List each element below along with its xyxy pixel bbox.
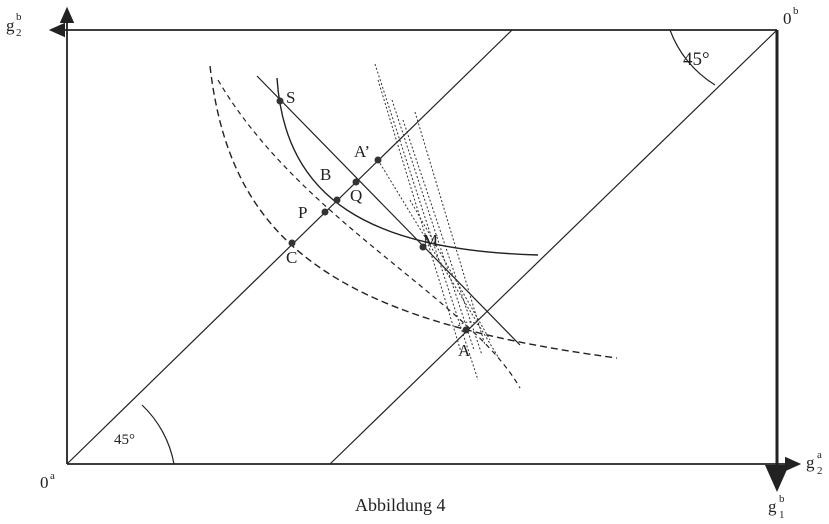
svg-text:1: 1 xyxy=(779,509,785,521)
diagonal-from-origin-b xyxy=(329,29,778,465)
origin-a-label: 0 a xyxy=(40,470,55,492)
figure-caption: Abbildung 4 xyxy=(355,495,446,515)
svg-text:g: g xyxy=(768,497,777,516)
indifference-curve-dashed xyxy=(209,65,618,359)
svg-text:b: b xyxy=(779,493,785,505)
svg-text:b: b xyxy=(16,11,22,23)
svg-text:a: a xyxy=(50,470,55,482)
point-B xyxy=(352,178,360,186)
point-A xyxy=(462,326,470,334)
svg-text:0: 0 xyxy=(40,473,49,492)
dotted-offer-lines xyxy=(374,63,501,381)
svg-text:a: a xyxy=(817,449,822,461)
label-P: P xyxy=(298,203,307,222)
svg-text:b: b xyxy=(793,5,799,17)
dotted-line-4 xyxy=(402,119,483,356)
angle-label-top-right: 45° xyxy=(683,49,710,70)
label-Q: Q xyxy=(350,186,362,205)
point-Q xyxy=(333,196,341,204)
angle-label-bottom-left: 45° xyxy=(114,432,135,448)
dotted-arc xyxy=(457,321,481,327)
dotted-line-6 xyxy=(377,159,501,361)
label-A: A xyxy=(458,341,471,360)
label-S: S xyxy=(286,88,295,107)
svg-text:0: 0 xyxy=(783,9,792,28)
label-C: C xyxy=(286,248,297,267)
dotted-line-1 xyxy=(374,63,479,381)
point-S xyxy=(276,97,284,105)
svg-text:g: g xyxy=(6,16,15,35)
label-A-prime: A’ xyxy=(354,142,370,161)
angle-arc-bottom-left xyxy=(141,404,175,465)
point-C xyxy=(288,239,296,247)
point-markers xyxy=(276,97,470,334)
label-g2b-top-left: g 2 b xyxy=(6,11,22,39)
box-frame xyxy=(48,6,802,492)
dotted-line-5 xyxy=(414,111,486,346)
price-line xyxy=(256,75,521,346)
label-M: M xyxy=(423,231,438,250)
dotted-line-3 xyxy=(391,99,475,351)
label-B: B xyxy=(320,165,331,184)
label-g2a-right: g 2 a xyxy=(806,449,823,477)
indifference-curve-solid xyxy=(276,77,539,256)
dotted-line-7 xyxy=(409,199,491,341)
svg-text:2: 2 xyxy=(16,27,22,39)
origin-b-label: 0 b xyxy=(783,5,799,28)
svg-text:2: 2 xyxy=(817,465,823,477)
point-M xyxy=(419,243,427,251)
label-g1b-bottom-right: g 1 b xyxy=(768,493,785,521)
point-P xyxy=(321,208,329,216)
svg-text:g: g xyxy=(806,453,815,472)
diagonal-from-origin-a xyxy=(66,29,513,465)
angle-arc-top-right xyxy=(669,29,716,86)
indifference-curve-dashed-inner xyxy=(217,79,521,389)
point-A-prime xyxy=(374,156,382,164)
